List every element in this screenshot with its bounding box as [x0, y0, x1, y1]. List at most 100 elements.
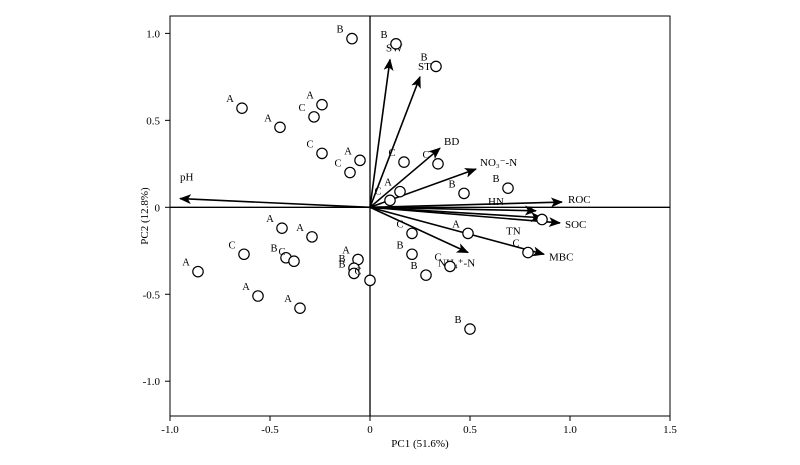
sample-point [406, 227, 418, 240]
sample-point [384, 194, 396, 207]
sample-point [390, 38, 402, 50]
sample-point [522, 246, 534, 259]
sample-point-label: B [492, 174, 499, 185]
loading-label: SOC [565, 219, 586, 231]
sample-point-label: A [306, 91, 314, 102]
sample-point [430, 60, 442, 73]
sample-point-label: C [228, 240, 235, 251]
loading-label: ROC [568, 194, 591, 206]
sample-point-label: A [344, 146, 352, 157]
sample-point [294, 302, 306, 314]
loading-arrow [369, 206, 545, 257]
loading-label: pH [180, 172, 194, 184]
x-tick-label: 0.5 [463, 424, 477, 436]
sample-point-label: A [452, 219, 460, 230]
plot-frame [169, 15, 671, 417]
sample-point-label: C [434, 252, 441, 263]
sample-point-label: B [336, 25, 343, 36]
x-tick-label: 1.5 [663, 424, 677, 436]
sample-point [364, 274, 376, 287]
sample-point [354, 154, 366, 167]
sample-point-label: A [284, 294, 292, 305]
sample-point-label: B [420, 52, 427, 63]
axis-ticks: -1.0 -0.5 0 0.5 1.0 1.5 -1.0 -0.5 0 0.5 1.0 [143, 28, 678, 436]
sample-point [238, 248, 250, 261]
sample-point [536, 213, 548, 226]
reference-lines [170, 16, 670, 416]
y-tick-label: 0.5 [146, 115, 160, 127]
sample-point [406, 248, 418, 261]
x-tick-label: 1.0 [563, 424, 577, 436]
sample-point-label: A [242, 282, 250, 293]
sample-point-label: B [270, 244, 277, 255]
sample-point-label: B [448, 179, 455, 190]
y-tick-label: 1.0 [146, 28, 160, 40]
sample-point-label: C [512, 239, 519, 250]
sample-point [276, 222, 288, 234]
sample-point [420, 269, 432, 281]
x-tick-label: -1.0 [161, 424, 179, 436]
y-tick-label: -1.0 [143, 376, 161, 388]
sample-point [464, 323, 476, 335]
sample-point [288, 255, 300, 268]
loading-arrow [369, 206, 561, 228]
loading-label: ST [418, 61, 431, 73]
sample-point-label: C [422, 150, 429, 161]
y-tick-label: -0.5 [143, 289, 161, 301]
sample-point [192, 265, 204, 278]
loading-label: TN [506, 226, 521, 238]
x-axis-title: PC1 (51.6%) [391, 438, 449, 450]
loading-label: MBC [549, 251, 573, 263]
sample-point-label: A [384, 178, 392, 189]
sample-point-label: C [396, 219, 403, 230]
sample-point [432, 158, 444, 170]
sample-point [306, 231, 318, 243]
x-tick-label: 0 [367, 424, 373, 436]
sample-point [308, 111, 320, 123]
sample-point [344, 166, 356, 179]
sample-point-label: B [338, 254, 345, 265]
sample-point-label: A [182, 258, 190, 269]
loading-arrow [369, 58, 394, 208]
sample-point-label: A [342, 245, 350, 256]
sample-point [458, 187, 470, 200]
sample-point-label: A [266, 214, 274, 225]
sample-point-label: C [374, 186, 381, 197]
sample-point-label: C [388, 148, 395, 159]
sample-point-label: C [354, 266, 361, 277]
sample-point-label: C [278, 247, 285, 258]
loading-arrow [369, 75, 421, 208]
loading-label: BD [444, 136, 459, 148]
sample-point-label: B [454, 315, 461, 326]
y-tick-label: 0 [155, 202, 161, 214]
sample-point-label: C [306, 139, 313, 150]
loading-arrow [369, 197, 563, 209]
sample-point [398, 156, 410, 168]
loading-label: NO₃⁻-N [480, 157, 517, 169]
sample-point-label: C [334, 159, 341, 170]
loading-arrow [369, 205, 537, 216]
sample-point-label: B [338, 259, 345, 270]
sample-point-label: B [410, 261, 417, 272]
sample-point-label: A [226, 94, 234, 105]
sample-point [502, 182, 514, 194]
sample-point-label: B [526, 205, 533, 216]
sample-point-label: B [396, 240, 403, 251]
loading-label: HN [488, 196, 504, 208]
sample-point [274, 121, 286, 134]
loading-arrow [369, 206, 469, 254]
x-tick-label: -0.5 [261, 424, 279, 436]
sample-point [346, 32, 358, 45]
loading-arrow [179, 194, 371, 209]
sample-point [348, 267, 360, 280]
loading-arrow [369, 147, 441, 208]
sample-point [316, 98, 328, 111]
sample-point [462, 227, 474, 240]
sample-point-label: A [264, 113, 272, 124]
sample-point [444, 260, 456, 273]
sample-point [252, 290, 264, 302]
sample-point [316, 147, 328, 160]
